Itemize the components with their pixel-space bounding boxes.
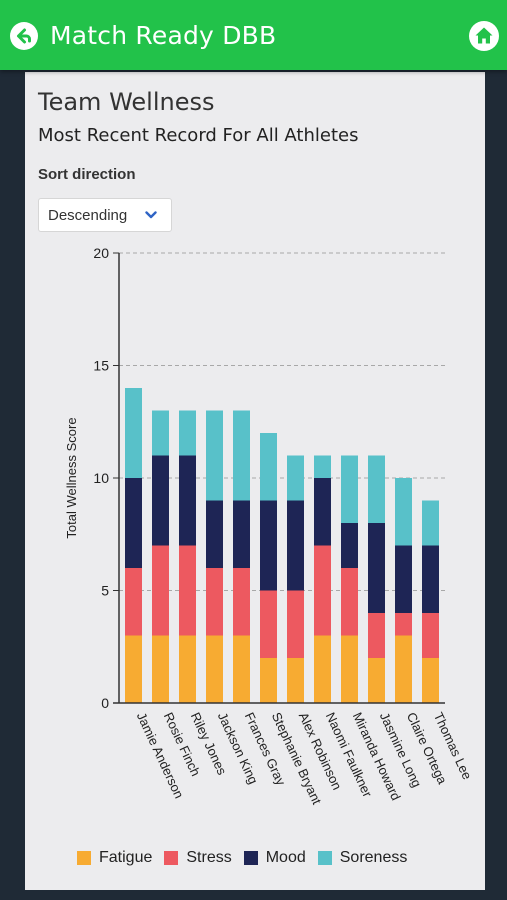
bar-segment-soreness <box>206 410 223 501</box>
bar-segment-stress <box>125 568 142 636</box>
legend-label: Mood <box>265 849 306 866</box>
card-subtitle: Most Recent Record For All Athletes <box>38 125 359 146</box>
y-tick-label: 5 <box>101 583 109 599</box>
bar-segment-fatigue <box>206 635 223 703</box>
back-button[interactable] <box>10 22 38 50</box>
bar-segment-mood <box>179 455 196 546</box>
y-tick-label: 20 <box>93 245 109 261</box>
bar-segment-fatigue <box>422 658 439 703</box>
card-title: Team Wellness <box>38 88 215 116</box>
bar-segment-mood <box>287 500 304 591</box>
bar-segment-soreness <box>341 455 358 523</box>
bar-segment-mood <box>260 500 277 591</box>
app-title: Match Ready DBB <box>50 21 277 50</box>
back-arrow-icon <box>17 28 31 44</box>
bar-segment-stress <box>260 590 277 658</box>
team-wellness-card: Team Wellness Most Recent Record For All… <box>25 72 485 890</box>
legend-label: Stress <box>186 849 232 866</box>
bar-segment-stress <box>287 590 304 658</box>
bar-segment-soreness <box>287 455 304 501</box>
y-tick-label: 0 <box>101 695 109 711</box>
bar-segment-soreness <box>395 478 412 546</box>
legend-item: Soreness <box>317 849 408 867</box>
bar-segment-soreness <box>179 410 196 456</box>
legend-item: Fatigue <box>77 849 152 867</box>
bar-segment-mood <box>152 455 169 546</box>
bar-segment-soreness <box>233 410 250 501</box>
legend-label: Soreness <box>339 849 408 866</box>
home-button[interactable] <box>469 21 499 51</box>
bar-segment-fatigue <box>341 635 358 703</box>
sort-direction-label: Sort direction <box>38 166 136 183</box>
bar-segment-soreness <box>422 500 439 546</box>
legend-item: Stress <box>164 849 232 867</box>
y-tick-label: 15 <box>93 358 109 374</box>
bar-segment-stress <box>179 545 196 636</box>
legend-item: Mood <box>243 849 306 867</box>
legend-swatch <box>317 851 332 865</box>
bar-segment-stress <box>395 613 412 636</box>
bar-segment-stress <box>206 568 223 636</box>
legend-swatch <box>164 851 179 865</box>
home-icon <box>475 27 493 44</box>
bar-segment-stress <box>368 613 385 658</box>
app-header: Match Ready DBB <box>0 0 507 70</box>
bar-segment-stress <box>233 568 250 636</box>
bar-segment-mood <box>422 545 439 613</box>
y-axis-label: Total Wellness Score <box>64 417 79 538</box>
bar-segment-stress <box>422 613 439 658</box>
bar-segment-fatigue <box>260 658 277 703</box>
bar-segment-fatigue <box>395 635 412 703</box>
bar-segment-mood <box>395 545 412 613</box>
bar-segment-soreness <box>125 388 142 478</box>
chevron-down-icon <box>145 211 157 219</box>
sort-direction-value: Descending <box>48 207 128 224</box>
chart-legend: Fatigue Stress Mood Soreness <box>77 848 419 868</box>
y-tick-label: 10 <box>93 470 109 486</box>
legend-label: Fatigue <box>99 849 153 866</box>
bar-segment-fatigue <box>368 658 385 703</box>
bar-segment-mood <box>314 478 331 546</box>
bar-segment-fatigue <box>125 635 142 703</box>
bar-segment-soreness <box>314 455 331 478</box>
bar-segment-mood <box>206 500 223 568</box>
bar-segment-fatigue <box>152 635 169 703</box>
bar-segment-mood <box>341 523 358 568</box>
bar-segment-fatigue <box>179 635 196 703</box>
bar-segment-stress <box>314 545 331 636</box>
bar-segment-stress <box>341 568 358 636</box>
bar-segment-fatigue <box>233 635 250 703</box>
bar-segment-stress <box>152 545 169 636</box>
legend-swatch <box>243 851 258 865</box>
bar-segment-soreness <box>368 455 385 523</box>
bar-segment-soreness <box>260 433 277 501</box>
bar-segment-mood <box>125 478 142 568</box>
bar-segment-fatigue <box>314 635 331 703</box>
bar-segment-mood <box>233 500 250 568</box>
legend-swatch <box>77 851 91 865</box>
sort-direction-select[interactable]: Descending <box>38 198 172 232</box>
bar-segment-fatigue <box>287 658 304 703</box>
bar-segment-mood <box>368 523 385 613</box>
bar-segment-soreness <box>152 410 169 456</box>
